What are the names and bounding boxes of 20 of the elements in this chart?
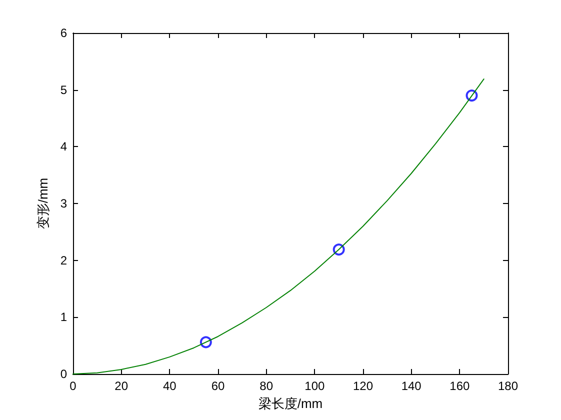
y-axis-title: 变形/mm: [35, 178, 50, 230]
y-tick-label: 4: [60, 140, 68, 154]
x-tick-label: 100: [304, 379, 325, 393]
x-tick-label: 80: [260, 379, 274, 393]
x-tick-label: 0: [70, 379, 77, 393]
x-tick-label: 140: [401, 379, 422, 393]
x-tick-label: 120: [352, 379, 374, 393]
y-tick-label: 1: [60, 310, 68, 324]
y-tick-label: 0: [60, 367, 68, 381]
x-tick-label: 160: [450, 379, 470, 393]
y-tick-label: 2: [60, 253, 68, 268]
line-series: [72, 78, 484, 374]
y-tick-label: 5: [60, 82, 68, 97]
x-axis-title: 梁长度/mm: [258, 396, 323, 411]
x-tick-label: 180: [498, 379, 518, 393]
x-tick-label: 20: [114, 379, 128, 393]
y-tick-label: 3: [60, 196, 68, 210]
x-tick-label: 40: [162, 379, 177, 393]
x-tick-label: 60: [211, 379, 225, 393]
y-tick-label: 6: [60, 26, 68, 40]
